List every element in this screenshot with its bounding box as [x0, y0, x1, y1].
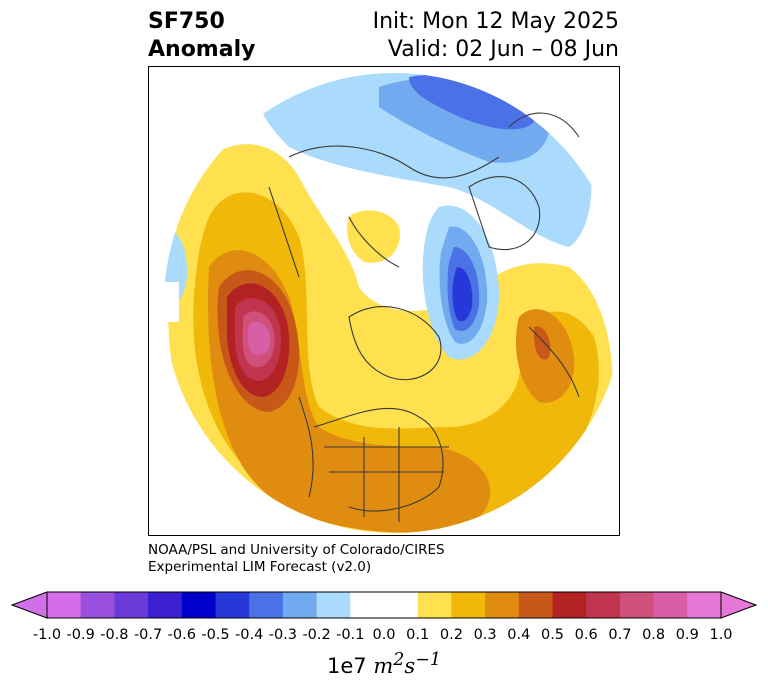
colorbar-tick-label: 0.3 — [473, 627, 497, 643]
colorbar-swatch — [417, 592, 452, 618]
colorbar-swatch — [518, 592, 553, 618]
colorbar-tick-label: 0.2 — [439, 627, 463, 643]
colorbar-tick-label: 0.5 — [540, 627, 565, 643]
credit-line-1: NOAA/PSL and University of Colorado/CIRE… — [148, 542, 445, 558]
colorbar-swatch — [114, 592, 149, 618]
colorbar-tick-label: -0.9 — [66, 627, 95, 643]
colorbar-tick-label: -0.2 — [302, 627, 331, 643]
colorbar-over-arrow — [720, 591, 758, 619]
colorbar-swatch — [80, 592, 115, 618]
colorbar-swatch — [451, 592, 486, 618]
colorbar-tick-label: 1.0 — [709, 627, 733, 643]
colorbar-swatch — [249, 592, 284, 618]
anomaly-map — [148, 66, 620, 536]
colorbar-swatch — [619, 592, 655, 618]
units-sup-1: 2 — [393, 650, 405, 670]
colorbar-swatch — [653, 592, 688, 618]
colorbar-tick-label: 0.4 — [507, 627, 531, 643]
colorbar-tick-label: -0.3 — [268, 627, 298, 643]
units-m: m — [373, 654, 394, 678]
colorbar-swatch — [586, 592, 621, 618]
colorbar-units: 1e7 m2s−1 — [327, 650, 441, 678]
colorbar-swatch — [485, 592, 520, 618]
colorbar-swatch — [316, 592, 351, 618]
colorbar-tick-label: 0.1 — [406, 627, 430, 643]
colorbar-tick-label: 0.8 — [642, 627, 666, 643]
colorbar-swatch — [384, 592, 419, 618]
units-s: s — [404, 654, 416, 678]
colorbar-tick-label: -0.6 — [167, 627, 196, 643]
valid-period: Valid: 02 Jun – 08 Jun — [387, 37, 619, 62]
colorbar-border — [46, 591, 722, 619]
colorbar-swatch — [350, 592, 385, 618]
map-canvas — [164, 73, 619, 533]
credit-line-2: Experimental LIM Forecast (v2.0) — [148, 559, 372, 575]
plot-variable-title: SF750 — [148, 9, 225, 34]
colorbar-swatch — [181, 592, 216, 618]
units-sup-2: −1 — [415, 650, 441, 670]
colorbar-swatch — [687, 592, 722, 618]
units-scale: 1e7 — [327, 654, 367, 678]
anomaly-field — [164, 73, 619, 533]
colorbar-tick-label: -0.8 — [100, 627, 129, 643]
colorbar — [10, 591, 758, 619]
colorbar-swatch — [552, 592, 587, 618]
colorbar-tick-label: 0.7 — [608, 627, 632, 643]
colorbar-tick-label: -0.1 — [336, 627, 365, 643]
colorbar-tick-label: -0.7 — [133, 627, 163, 643]
colorbar-swatch — [148, 592, 183, 618]
colorbar-under-arrow — [10, 591, 48, 619]
init-date: Init: Mon 12 May 2025 — [372, 9, 619, 34]
plot-subtitle: Anomaly — [148, 37, 256, 62]
colorbar-tick-label: 0.0 — [372, 627, 396, 643]
colorbar-tick-label: -0.5 — [201, 627, 230, 643]
colorbar-swatch — [282, 592, 318, 618]
colorbar-swatch — [47, 592, 82, 618]
colorbar-tick-label: -0.4 — [235, 627, 264, 643]
colorbar-tick-label: -1.0 — [32, 627, 62, 643]
colorbar-tick-label: 0.6 — [574, 627, 598, 643]
coastlines — [268, 112, 580, 522]
colorbar-swatch — [215, 592, 250, 618]
colorbar-tick-label: 0.9 — [675, 627, 699, 643]
